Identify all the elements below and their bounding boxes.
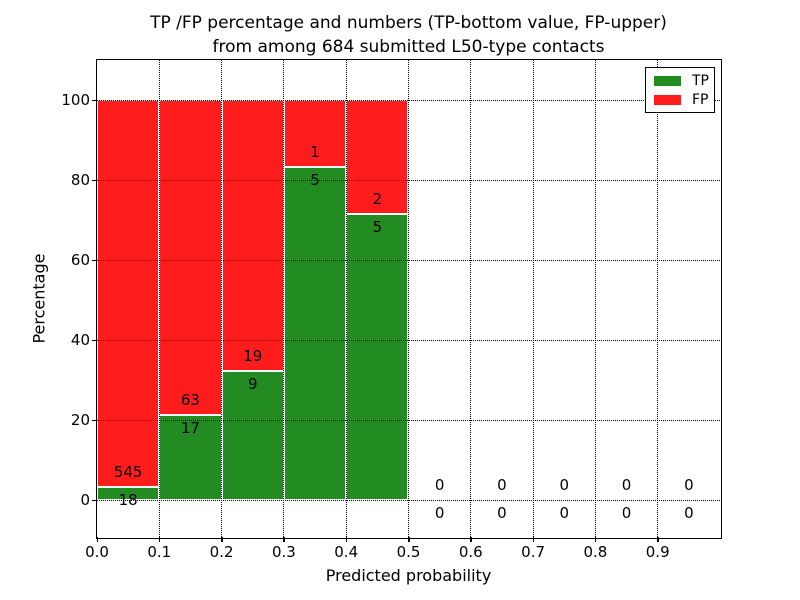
fp-count-label: 545 [113,463,143,482]
fp-count-label: 19 [243,347,263,366]
y-tick-mark [92,339,97,341]
y-tick-mark [92,99,97,101]
x-tick-mark [532,537,535,542]
fp-count-label: 0 [497,476,507,494]
grid-line-horizontal [97,179,720,181]
bar-segment-fp [159,100,222,415]
grid-line-vertical [221,60,223,537]
tp-count-label: 0 [621,504,632,522]
bar-segment-fp [346,100,409,215]
grid-line-horizontal [97,99,720,101]
grid-line-horizontal [97,259,720,261]
x-tick-label: 0.9 [645,543,670,561]
x-tick-mark [96,537,98,542]
x-tick-label: 0.1 [147,543,172,561]
tp-count-label: 0 [497,504,507,522]
bar-segment-fp [221,100,284,372]
tp-count-label: 0 [684,504,694,522]
y-tick-mark [92,259,97,261]
grid-line-vertical [345,60,347,537]
y-tick-mark [92,499,97,501]
x-tick-label: 0.0 [85,543,109,561]
grid-line-vertical [408,60,409,537]
plot-area: 545 18 63 17 19 9 1 5 2 5 0 0 0 0 0 0 0 0 0 0 TP FP [97,60,720,537]
legend-label: TP [692,72,709,89]
legend-row: FP [646,92,714,108]
chart-title: TP /FP percentage and numbers (TP-bottom… [97,11,720,59]
bar-segment-fp [283,100,347,167]
legend-row: TP [646,73,714,89]
tp-count-label: 0 [559,504,570,522]
x-tick-label: 0.8 [583,543,608,561]
grid-line-vertical [657,60,659,537]
x-tick-mark [283,537,285,542]
y-tick-mark [92,179,97,181]
x-axis-label: Predicted probability [325,566,492,585]
bars-layer [97,60,720,537]
tp-count-label: 18 [118,491,138,510]
bar-segment-tp [221,371,284,500]
grid-line-vertical [158,60,160,537]
y-tick-label: 80 [70,171,90,189]
tp-count-label: 5 [372,218,383,237]
x-tick-mark [470,537,472,542]
x-tick-label: 0.2 [209,543,234,561]
y-tick-label: 100 [61,91,90,109]
x-tick-mark [657,537,659,542]
x-tick-label: 0.7 [521,543,546,561]
x-tick-mark [594,537,597,542]
y-tick-mark [92,419,97,421]
legend-label: FP [692,91,709,108]
grid-layer [97,60,720,537]
chart-title-line1: TP /FP percentage and numbers (TP-bottom… [150,13,667,33]
fp-count-label: 0 [434,476,445,494]
x-tick-label: 0.3 [271,543,296,561]
bar-segment-fp [97,100,160,488]
x-tick-mark [221,537,223,542]
fp-count-label: 63 [180,391,200,409]
fp-count-label: 1 [310,142,320,161]
x-tick-label: 0.6 [458,543,483,561]
grid-line-vertical [532,60,534,537]
legend-swatch-tp [654,75,681,86]
bar-segment-tp [97,487,160,500]
grid-line-vertical [283,60,285,537]
grid-line-vertical [470,60,472,537]
chart-title-line2: from among 684 submitted L50-type contac… [212,37,605,57]
x-tick-label: 0.5 [396,543,421,561]
x-tick-mark [345,537,348,542]
grid-line-horizontal [97,419,720,421]
legend-swatch-fp [654,94,681,105]
annotations-layer: 545 18 63 17 19 9 1 5 2 5 0 0 0 0 0 0 0 0 0 0 [97,60,720,537]
y-tick-label: 40 [70,331,90,349]
fp-count-label: 0 [621,476,632,494]
y-tick-label: 0 [80,491,90,509]
grid-line-horizontal [97,499,720,501]
fp-count-label: 0 [559,476,570,494]
y-tick-label: 60 [70,251,90,269]
tp-count-label: 17 [180,419,200,437]
tp-count-label: 9 [247,375,258,394]
grid-line-vertical [594,60,596,537]
legend: TP FP [645,67,715,113]
fp-count-label: 2 [372,190,383,209]
x-tick-label: 0.4 [334,543,359,561]
tp-count-label: 0 [434,504,445,522]
y-tick-label: 20 [70,411,90,429]
x-tick-mark [158,537,161,542]
fp-count-label: 0 [684,476,694,494]
bar-segment-tp [283,166,347,500]
tp-count-label: 5 [310,170,320,189]
grid-line-horizontal [97,339,720,341]
bar-segment-tp [346,214,409,500]
x-tick-mark [408,537,410,542]
